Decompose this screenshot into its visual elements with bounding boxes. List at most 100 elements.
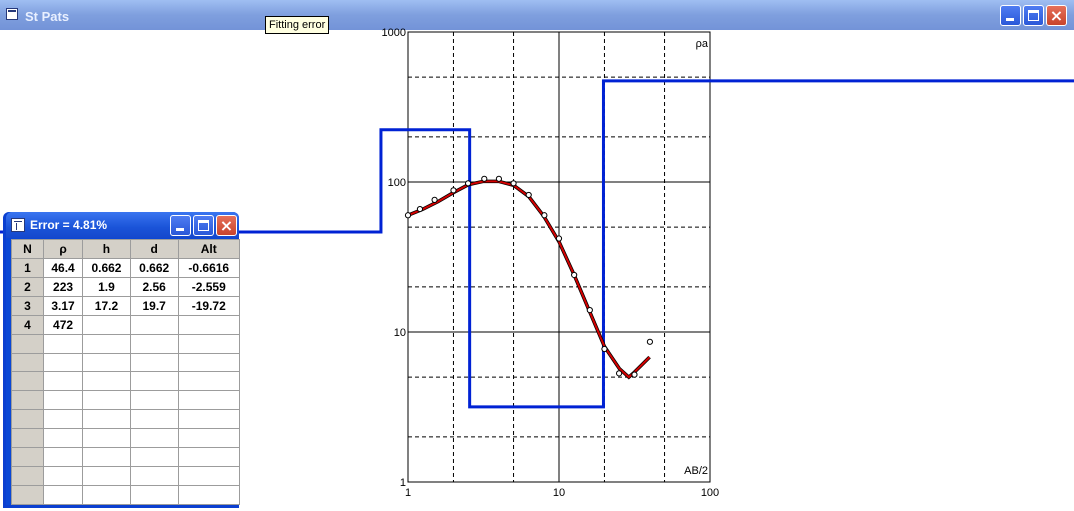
grid-column-header[interactable]: d — [129, 239, 179, 259]
grid-cell[interactable] — [177, 371, 241, 392]
grid-cell[interactable] — [42, 333, 84, 354]
observed-point — [525, 191, 532, 199]
error-minimize-button[interactable] — [170, 215, 191, 236]
table-row-empty[interactable] — [11, 447, 241, 468]
y-tick-label: 1 — [400, 477, 406, 489]
table-row-empty[interactable] — [11, 333, 241, 354]
grid-cell[interactable] — [82, 371, 131, 392]
grid-cell[interactable] — [42, 390, 84, 411]
grid-cell[interactable] — [177, 447, 241, 468]
grid-cell[interactable] — [177, 466, 241, 486]
x-tick-label: 1 — [405, 487, 411, 499]
grid-cell[interactable] — [129, 333, 179, 354]
table-row[interactable]: 3 3.17 17.2 19.7 -19.72 — [11, 295, 241, 316]
grid-column-header[interactable]: h — [82, 239, 131, 259]
grid-cell[interactable] — [177, 484, 241, 506]
grid-cell[interactable]: 223 — [42, 276, 84, 297]
grid-cell[interactable] — [42, 466, 84, 486]
maximize-button[interactable] — [1023, 5, 1044, 26]
table-row-empty[interactable] — [11, 371, 241, 392]
grid-cell[interactable] — [129, 466, 179, 486]
grid-cell[interactable] — [42, 352, 84, 373]
grid-cell[interactable]: 0.662 — [82, 257, 131, 278]
close-button[interactable]: × — [1046, 5, 1067, 26]
grid-cell[interactable] — [129, 352, 179, 373]
grid-cell[interactable]: 472 — [42, 314, 84, 335]
grid-cell[interactable] — [129, 409, 179, 430]
layer-model-line — [0, 79, 1074, 409]
grid-cell[interactable] — [82, 314, 131, 335]
grid-cell[interactable] — [42, 447, 84, 468]
y-tick-label: 1000 — [382, 27, 406, 39]
grid-cell[interactable] — [82, 409, 131, 430]
error-close-button[interactable]: × — [216, 215, 237, 236]
grid-cell[interactable] — [42, 484, 84, 506]
grid-cell[interactable]: -19.72 — [177, 295, 241, 316]
grid-cell[interactable]: 3.17 — [42, 295, 84, 316]
grid-cell[interactable] — [82, 447, 131, 468]
y-axis-label: ρa — [696, 38, 709, 50]
grid-cell[interactable] — [177, 409, 241, 430]
grid-cell[interactable]: 17.2 — [82, 295, 131, 316]
grid-cell[interactable] — [82, 484, 131, 506]
window-app-icon[interactable] — [6, 8, 18, 20]
error-window-titlebar[interactable]: Error = 4.81% × — [6, 212, 239, 238]
grid-cell[interactable]: -0.6616 — [177, 257, 241, 278]
grid-cell[interactable] — [42, 428, 84, 449]
grid-cell[interactable] — [177, 390, 241, 411]
table-row-empty[interactable] — [11, 409, 241, 430]
grid-cell[interactable] — [82, 428, 131, 449]
table-row[interactable]: 2 223 1.9 2.56 -2.559 — [11, 276, 241, 297]
y-tick-label: 100 — [388, 177, 406, 189]
grid-cell[interactable] — [42, 371, 84, 392]
grid-cell[interactable] — [177, 314, 241, 335]
row-number — [11, 428, 44, 449]
grid-cell[interactable]: 1.9 — [82, 276, 131, 297]
grid-cell[interactable] — [129, 428, 179, 449]
observed-point — [510, 180, 517, 187]
grid-cell[interactable]: 46.4 — [42, 257, 84, 278]
table-row-empty[interactable] — [11, 466, 241, 486]
table-row-empty[interactable] — [11, 484, 241, 506]
grid-cell[interactable]: -2.559 — [177, 276, 241, 297]
grid-cell[interactable] — [82, 352, 131, 373]
grid-cell[interactable] — [82, 333, 131, 354]
observed-point — [495, 175, 503, 182]
x-tick-label: 100 — [701, 487, 719, 499]
grid-column-header[interactable]: ρ — [42, 239, 84, 259]
grid-cell[interactable] — [129, 447, 179, 468]
row-number: 3 — [11, 295, 44, 316]
maximize-icon — [1028, 10, 1039, 21]
table-row-empty[interactable] — [11, 352, 241, 373]
grid-cell[interactable] — [129, 371, 179, 392]
x-axis-label: AB/2 — [684, 465, 708, 477]
grid-column-header[interactable]: Alt — [177, 239, 241, 259]
grid-cell[interactable] — [42, 409, 84, 430]
minimize-button[interactable] — [1000, 5, 1021, 26]
grid-column-header[interactable]: N — [11, 239, 44, 259]
grid-cell[interactable] — [177, 352, 241, 373]
table-icon — [11, 218, 25, 232]
row-number — [11, 466, 44, 486]
grid-cell[interactable] — [82, 466, 131, 486]
grid-cell[interactable] — [82, 390, 131, 411]
main-titlebar[interactable]: St Pats × — [0, 0, 1074, 30]
observed-point — [586, 306, 593, 314]
grid-cell[interactable] — [129, 390, 179, 411]
table-row-empty[interactable] — [11, 390, 241, 411]
grid-cell[interactable] — [177, 428, 241, 449]
error-maximize-button[interactable] — [193, 215, 214, 236]
table-row[interactable]: 1 46.4 0.662 0.662 -0.6616 — [11, 257, 241, 278]
row-number — [11, 352, 44, 373]
row-number: 4 — [11, 314, 44, 335]
table-row[interactable]: 4 472 — [11, 314, 241, 335]
grid-cell[interactable]: 2.56 — [129, 276, 179, 297]
table-row-empty[interactable] — [11, 428, 241, 449]
grid-cell[interactable]: 19.7 — [129, 295, 179, 316]
grid-cell[interactable] — [177, 333, 241, 354]
grid-cell[interactable] — [129, 484, 179, 506]
minimize-icon — [1006, 18, 1014, 21]
grid-cell[interactable] — [129, 314, 179, 335]
grid-cell[interactable]: 0.662 — [129, 257, 179, 278]
